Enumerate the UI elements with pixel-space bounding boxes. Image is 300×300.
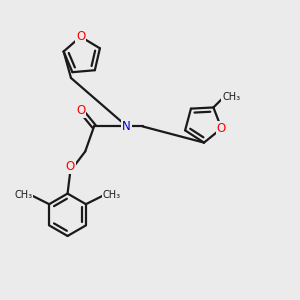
Text: O: O [66, 160, 75, 173]
Text: O: O [76, 104, 86, 117]
Text: O: O [217, 122, 226, 135]
Text: O: O [76, 30, 85, 43]
Text: CH₃: CH₃ [222, 92, 240, 102]
Text: CH₃: CH₃ [103, 190, 121, 200]
Text: CH₃: CH₃ [14, 190, 32, 200]
Text: N: N [122, 120, 131, 133]
